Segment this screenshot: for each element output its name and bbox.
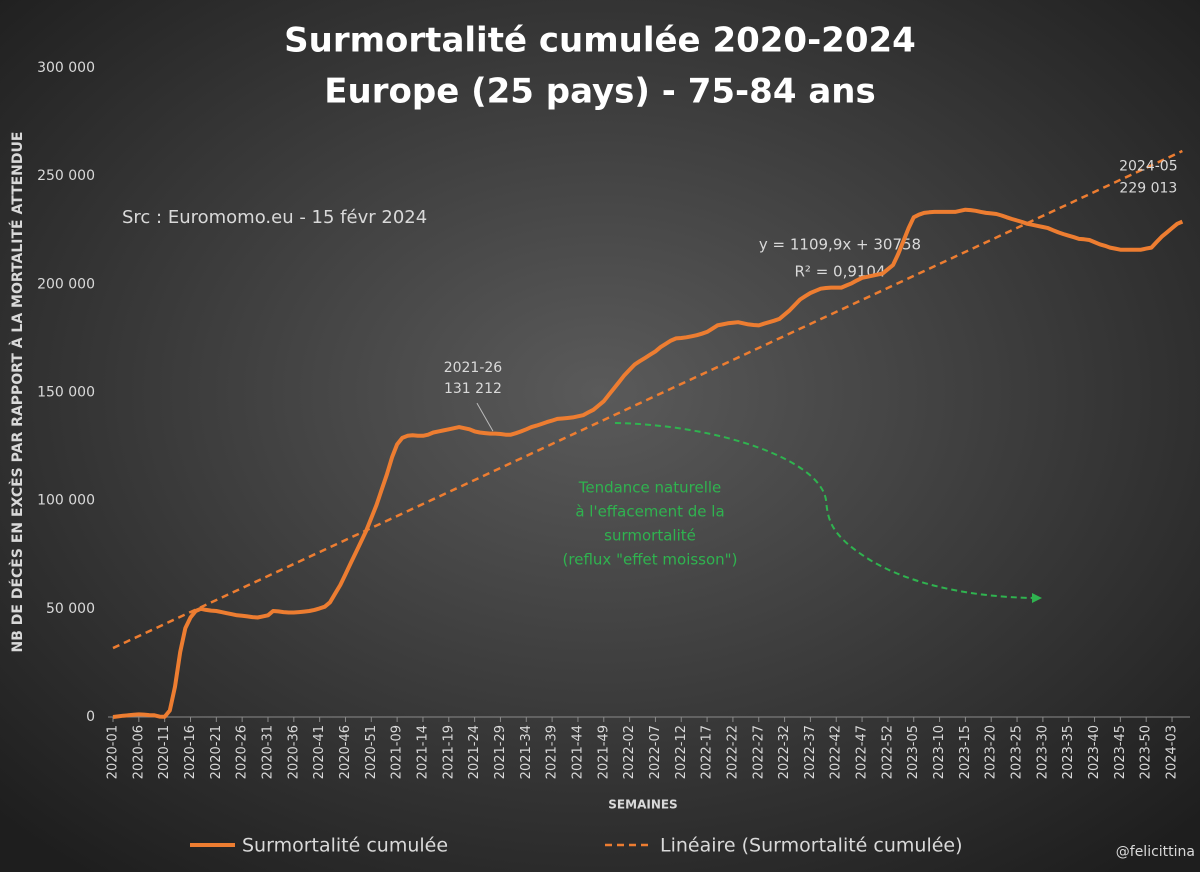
x-tick-label: 2020-51 [364, 725, 379, 779]
legend-label: Linéaire (Surmortalité cumulée) [660, 835, 963, 857]
x-tick-label: 2021-09 [390, 725, 405, 779]
x-tick-label: 2022-37 [803, 725, 818, 779]
x-tick-label: 2022-17 [700, 725, 715, 779]
x-tick-label: 2023-30 [1035, 725, 1050, 779]
x-tick-label: 2024-03 [1165, 725, 1180, 779]
x-tick-label: 2020-31 [260, 725, 275, 779]
x-tick-label: 2023-05 [906, 725, 921, 779]
x-tick-label: 2022-07 [648, 725, 663, 779]
x-tick-label: 2020-11 [157, 725, 172, 779]
x-tick-label: 2022-02 [622, 725, 637, 779]
legend-label: Surmortalité cumulée [242, 835, 448, 857]
x-tick-label: 2023-45 [1113, 725, 1128, 779]
x-tick-label: 2022-27 [751, 725, 766, 779]
chart-subtitle: Europe (25 pays) - 75-84 ans [324, 72, 875, 112]
line-series [112, 207, 1184, 719]
x-axis-title: SEMAINES [608, 798, 677, 812]
note-text: à l'effacement de la [575, 503, 724, 521]
y-tick-label: 100 000 [37, 493, 95, 509]
x-tick-label: 2021-19 [441, 725, 456, 779]
credit: @felicittina [1116, 844, 1195, 860]
x-tick-label: 2022-47 [855, 725, 870, 779]
x-tick-label: 2021-34 [519, 725, 534, 779]
note-arrow [614, 422, 1042, 603]
trend-equation: y = 1109,9x + 30758 [759, 236, 921, 254]
source: Src : Euromomo.eu - 15 févr 2024 [122, 207, 427, 228]
x-tick-label: 2020-01 [106, 725, 121, 779]
x-tick-label: 2023-15 [958, 725, 973, 779]
x-tick-label: 2022-12 [674, 725, 689, 779]
x-tick-label: 2020-41 [312, 725, 327, 779]
x-tick-label: 2022-32 [777, 725, 792, 779]
x-tick-label: 2023-10 [932, 725, 947, 779]
note-text: surmortalité [604, 527, 696, 545]
x-tick-label: 2021-39 [545, 725, 560, 779]
y-tick-label: 250 000 [37, 168, 95, 184]
x-tick-label: 2023-50 [1139, 725, 1154, 779]
annotation-label: 2021-26 [444, 360, 503, 376]
x-tick-label: 2022-52 [880, 725, 895, 779]
y-tick-label: 300 000 [37, 60, 95, 76]
x-tick-label: 2021-44 [570, 725, 585, 779]
x-tick-label: 2020-46 [338, 725, 353, 779]
note-text: (reflux "effet moisson") [563, 551, 738, 569]
x-tick-label: 2023-25 [1010, 725, 1025, 779]
y-tick-label: 200 000 [37, 276, 95, 292]
y-tick-label: 150 000 [37, 385, 95, 401]
x-tick-label: 2023-40 [1087, 725, 1102, 779]
x-tick-label: 2021-14 [415, 725, 430, 779]
x-tick-label: 2020-26 [235, 725, 250, 779]
x-tick-label: 2022-42 [829, 725, 844, 779]
x-tick-label: 2021-24 [467, 725, 482, 779]
x-tick-label: 2023-20 [984, 725, 999, 779]
annotation-label: 2024-05 [1119, 159, 1178, 175]
trend-line [112, 149, 1183, 650]
y-axis-title: NB DE DÉCÈS EN EXCÈS PAR RAPPORT À LA MO… [9, 132, 26, 653]
annotation-value: 229 013 [1119, 181, 1177, 197]
chart-title: Surmortalité cumulée 2020-2024 [284, 21, 916, 61]
note-text: Tendance naturelle [578, 479, 722, 497]
x-tick-label: 2020-36 [286, 725, 301, 779]
x-tick-label: 2021-29 [493, 725, 508, 779]
annotation-leader [476, 402, 494, 432]
x-tick-label: 2023-35 [1061, 725, 1076, 779]
y-tick-label: 0 [86, 709, 95, 725]
annotation-value: 131 212 [444, 381, 502, 397]
x-tick-label: 2021-49 [596, 725, 611, 779]
x-tick-label: 2020-16 [183, 725, 198, 779]
y-tick-label: 50 000 [46, 601, 95, 617]
x-tick-label: 2022-22 [725, 725, 740, 779]
x-tick-label: 2020-21 [209, 725, 224, 779]
x-tick-label: 2020-06 [131, 725, 146, 779]
